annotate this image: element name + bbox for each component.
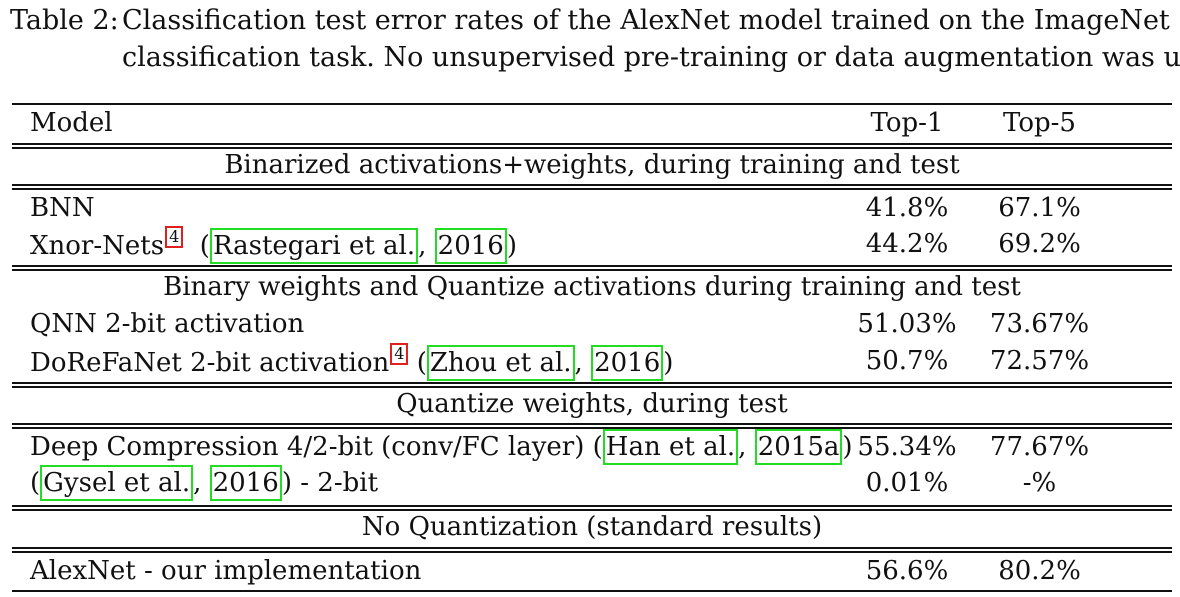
table-rule <box>12 423 1172 425</box>
table-row: (Gysel et al., 2016) - 2-bit 0.01% -% <box>12 465 1172 501</box>
citation-author-link[interactable]: Zhou et al. <box>426 345 575 381</box>
citation-paren: ) <box>663 348 674 378</box>
top5-value: 80.2% <box>998 556 1081 586</box>
citation-paren: ) <box>281 468 292 498</box>
model-suffix: - 2-bit <box>300 468 379 498</box>
model-name: (Gysel et al., 2016) - 2-bit <box>30 465 378 501</box>
model-label: Xnor-Nets <box>30 231 165 261</box>
table-row: Xnor-Nets 4 (Rastegari et al., 2016) 44.2… <box>12 226 1172 264</box>
top1-value: 0.01% <box>865 468 949 498</box>
section-title: No Quantization (standard results) <box>361 512 823 542</box>
section-row: Binarized activations+weights, during tr… <box>12 147 1172 183</box>
table-row: QNN 2-bit activation 51.03% 73.67% <box>12 306 1172 342</box>
table-header-row: Model Top-1 Top-5 <box>12 105 1172 141</box>
table-rule <box>12 382 1172 384</box>
table-row: AlexNet - our implementation 56.6% 80.2% <box>12 553 1172 589</box>
table-row: BNN 41.8% 67.1% <box>12 190 1172 226</box>
table-rule <box>12 590 1172 592</box>
citation-author-link[interactable]: Rastegari et al. <box>209 228 419 264</box>
section-title: Binarized activations+weights, during tr… <box>224 150 960 180</box>
table-rule <box>12 551 1172 553</box>
caption-line-1: Classification test error rates of the A… <box>122 5 1180 36</box>
citation-separator: , <box>193 468 202 498</box>
citation-year-link[interactable]: 2015a <box>754 429 843 465</box>
citation-separator: , <box>738 432 747 462</box>
table-rule <box>12 269 1172 271</box>
model-name: Xnor-Nets 4 (Rastegari et al., 2016) <box>30 226 517 264</box>
model-name: DoReFaNet 2-bit activation 4 (Zhou et al.… <box>30 343 673 381</box>
citation-year-link[interactable]: 2016 <box>591 345 664 381</box>
citation-year-link[interactable]: 2016 <box>209 465 282 501</box>
model-name: QNN 2-bit activation <box>30 309 305 339</box>
footnote-link[interactable]: 4 <box>165 226 184 248</box>
citation-separator: , <box>574 348 583 378</box>
caption-text: Classification test error rates of the A… <box>122 2 1180 76</box>
table-rule <box>12 188 1172 190</box>
section-row: No Quantization (standard results) <box>12 509 1172 545</box>
top1-value: 51.03% <box>857 309 957 339</box>
table-row: DoReFaNet 2-bit activation 4 (Zhou et al.… <box>12 343 1172 381</box>
table-rule <box>12 427 1172 429</box>
table-rule <box>12 547 1172 549</box>
section-title: Binary weights and Quantize activations … <box>163 272 1021 302</box>
table-rule <box>12 509 1172 511</box>
table-rule <box>12 386 1172 388</box>
table-rule <box>12 184 1172 186</box>
citation-paren: ) <box>506 231 517 261</box>
model-name: Deep Compression 4/2-bit (conv/FC layer)… <box>30 429 853 465</box>
caption-label: Table 2: <box>10 5 119 36</box>
header-top1: Top-1 <box>870 108 944 138</box>
top5-value: -% <box>1022 468 1057 498</box>
table-rule <box>12 147 1172 149</box>
citation-author-link[interactable]: Gysel et al. <box>40 465 194 501</box>
citation-paren: ) <box>842 432 853 462</box>
top1-value: 50.7% <box>865 346 949 376</box>
citation-separator: , <box>418 231 427 261</box>
header-top5: Top-5 <box>1003 108 1076 138</box>
table-rule <box>12 143 1172 145</box>
table-rule <box>12 505 1172 507</box>
section-row: Quantize weights, during test <box>12 386 1172 422</box>
top1-value: 55.34% <box>857 432 957 462</box>
header-model: Model <box>30 108 113 138</box>
footnote-link[interactable]: 4 <box>390 343 409 365</box>
table-row: Deep Compression 4/2-bit (conv/FC layer)… <box>12 429 1172 465</box>
model-name: BNN <box>30 193 95 223</box>
citation-paren: ( <box>30 468 41 498</box>
citation-paren: ( <box>199 231 210 261</box>
section-row: Binary weights and Quantize activations … <box>12 269 1172 305</box>
citation-paren: ( <box>416 348 427 378</box>
top1-value: 44.2% <box>865 229 949 259</box>
top5-value: 72.57% <box>989 346 1090 376</box>
model-name: AlexNet - our implementation <box>30 556 422 586</box>
citation-author-link[interactable]: Han et al. <box>602 429 739 465</box>
top1-value: 56.6% <box>865 556 949 586</box>
table-rule <box>12 103 1172 105</box>
citation-year-link[interactable]: 2016 <box>434 228 507 264</box>
section-title: Quantize weights, during test <box>396 389 788 419</box>
top5-value: 69.2% <box>998 229 1081 259</box>
top5-value: 77.67% <box>989 432 1090 462</box>
top5-value: 73.67% <box>989 309 1090 339</box>
table-rule <box>12 265 1172 267</box>
citation-paren: ( <box>592 432 603 462</box>
top1-value: 41.8% <box>865 193 949 223</box>
top5-value: 67.1% <box>998 193 1081 223</box>
caption-line-2: classification task. No unsupervised pre… <box>122 42 1180 73</box>
model-label: Deep Compression 4/2-bit (conv/FC layer) <box>30 432 585 462</box>
model-label: DoReFaNet 2-bit activation <box>30 348 390 378</box>
